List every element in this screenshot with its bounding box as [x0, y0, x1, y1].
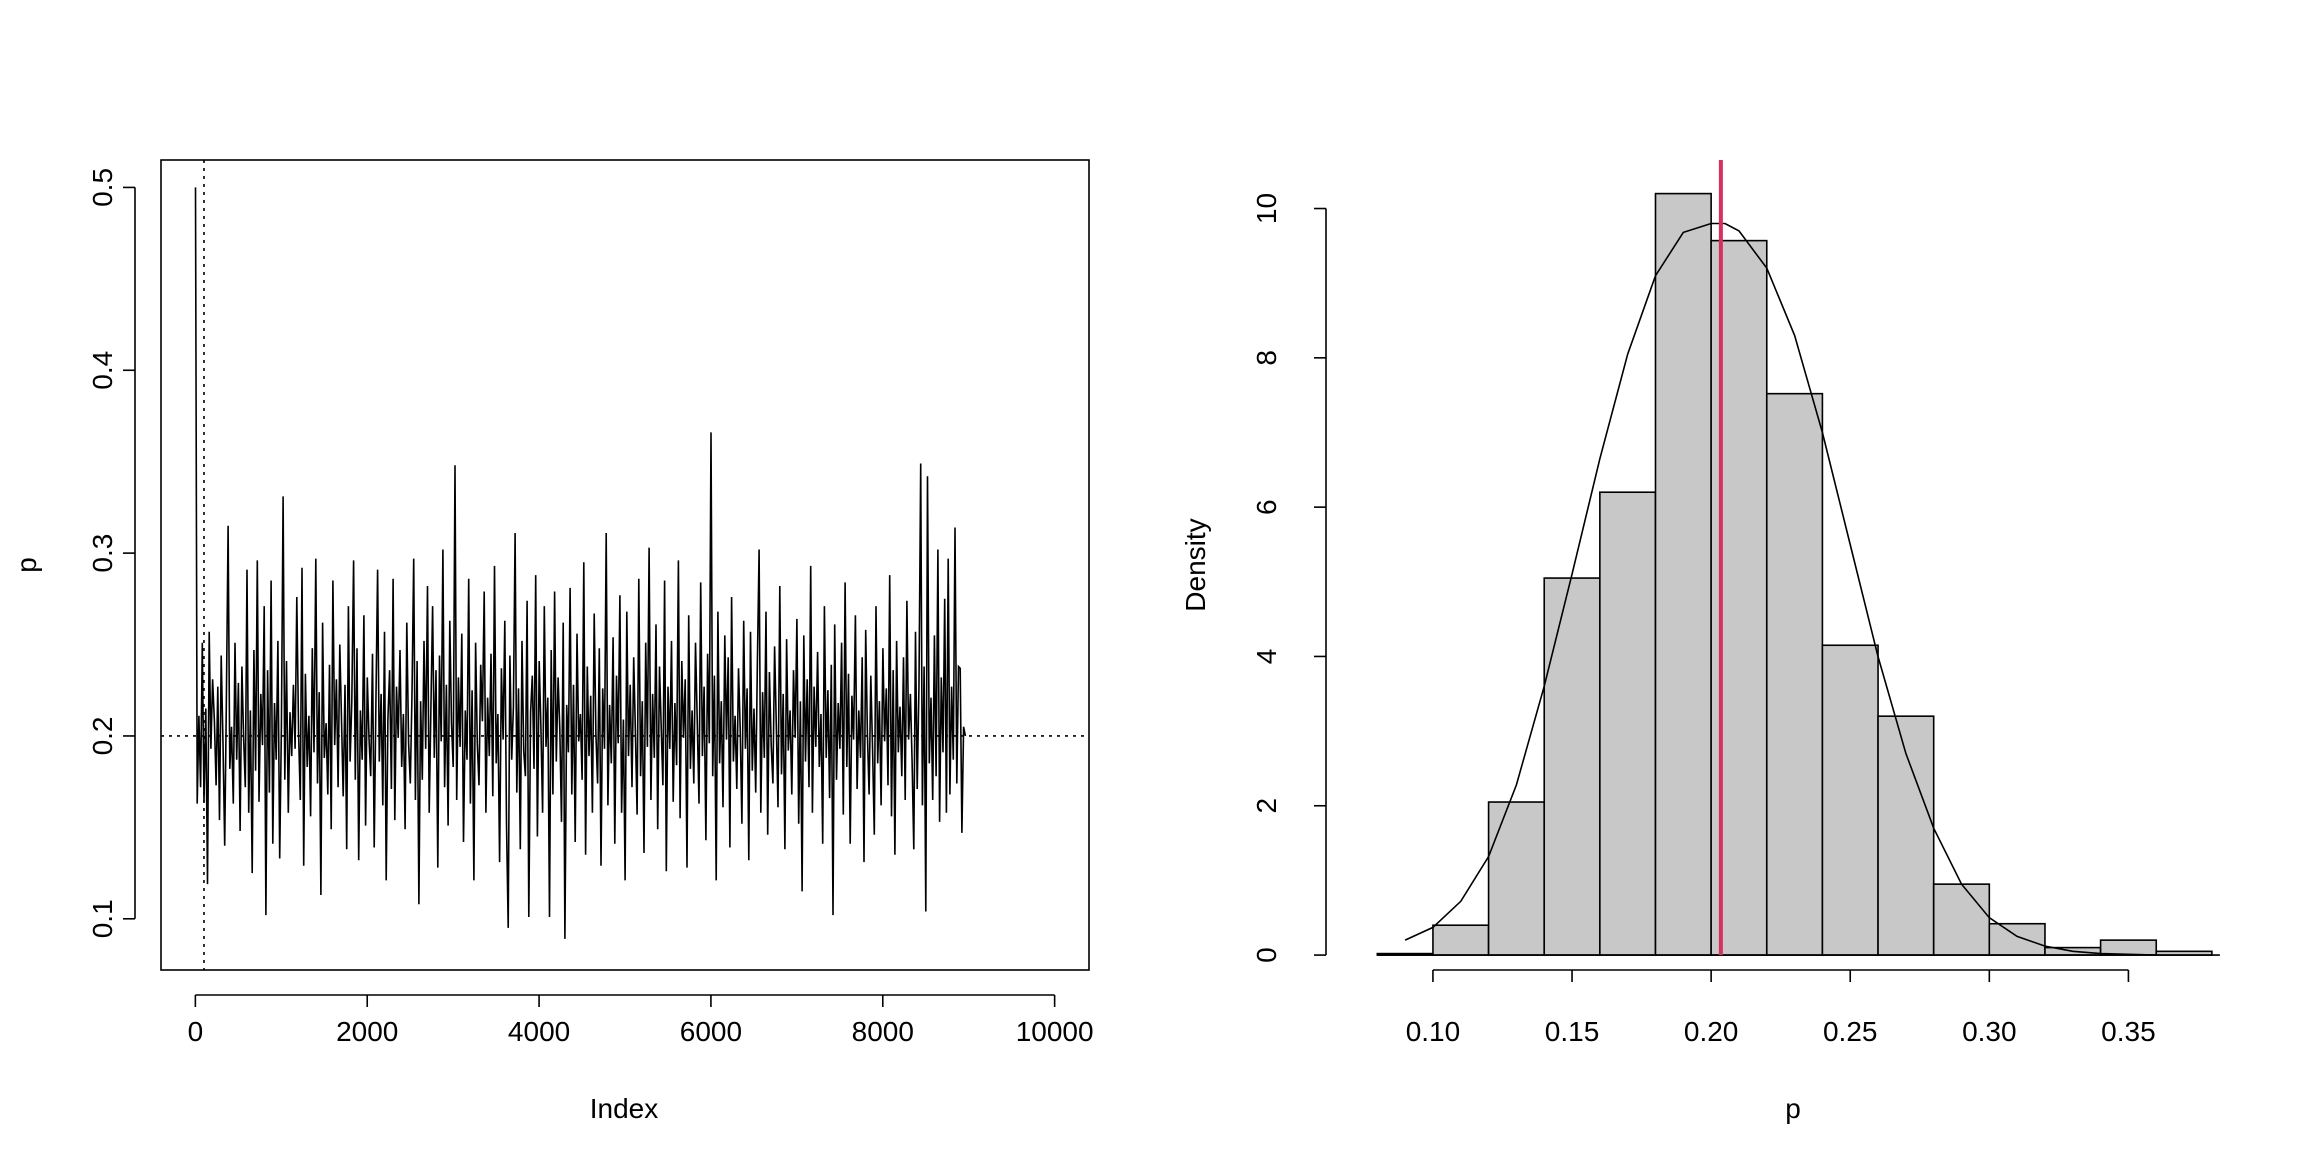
histogram-x-axis: 0.10 0.15 0.20 0.25 0.30 0.35: [1406, 969, 2156, 1047]
histogram-x-tick-label: 0.10: [1406, 1016, 1461, 1047]
trace-x-tick-label: 0: [188, 1016, 204, 1047]
histogram-bar: [1765, 392, 1824, 956]
trace-y-tick-label: 0.3: [87, 534, 118, 573]
histogram-bar: [1432, 924, 1490, 956]
histogram-y-tick-label: 6: [1251, 499, 1282, 515]
trace-x-tick-label: 8000: [852, 1016, 914, 1047]
histogram-bar: [1877, 715, 1935, 956]
trace-x-axis: 0 2000 4000 6000 8000 10000: [188, 994, 1094, 1047]
histogram-y-axis-label: Density: [1180, 518, 1211, 611]
trace-x-tick-label: 6000: [680, 1016, 742, 1047]
histogram-bar: [1599, 491, 1657, 956]
histogram-x-tick-label: 0.30: [1962, 1016, 2017, 1047]
trace-x-tick-label: 4000: [508, 1016, 570, 1047]
trace-y-axis-label: p: [11, 557, 42, 573]
histogram-x-tick-label: 0.25: [1823, 1016, 1878, 1047]
histogram-bars: [1376, 192, 2213, 956]
histogram-x-tick-label: 0.35: [2101, 1016, 2156, 1047]
trace-plot-frame: [160, 159, 1090, 971]
histogram-y-tick-label: 4: [1251, 649, 1282, 665]
histogram-bar: [1654, 192, 1712, 956]
trace-y-tick-label: 0.5: [87, 168, 118, 207]
histogram-y-tick-label: 10: [1251, 193, 1282, 224]
trace-x-tick-label: 2000: [336, 1016, 398, 1047]
trace-plot: 0 2000 4000 6000 8000 10000 0.1 0.2 0.3 0.4 0.5 I…: [11, 159, 1094, 1124]
histogram-y-tick-label: 8: [1251, 350, 1282, 366]
trace-y-axis: 0.1 0.2 0.3 0.4 0.5: [87, 168, 136, 938]
density-curve: [1404, 222, 2157, 956]
trace-y-tick-label: 0.2: [87, 716, 118, 755]
histogram-bar: [1487, 801, 1546, 956]
histogram-bar: [1821, 644, 1879, 956]
histogram-x-tick-label: 0.15: [1545, 1016, 1600, 1047]
trace-y-tick-label: 0.4: [87, 351, 118, 390]
histogram-x-axis-label: p: [1785, 1093, 1801, 1124]
histogram-y-tick-label: 2: [1251, 798, 1282, 814]
histogram-y-axis: 0 2 4 6 8 10: [1251, 193, 1327, 963]
trace-series-line: [194, 187, 967, 939]
histogram-bar: [1543, 577, 1601, 956]
histogram-x-tick-label: 0.20: [1684, 1016, 1739, 1047]
histogram-bar: [2099, 939, 2158, 956]
trace-x-axis-label: Index: [590, 1093, 659, 1124]
trace-y-tick-label: 0.1: [87, 899, 118, 938]
histogram-plot: 0.10 0.15 0.20 0.25 0.30 0.35 0 2 4 6 8 10 p Densi…: [1180, 160, 2220, 1124]
histogram-bar: [1988, 922, 2046, 956]
trace-reference-lines: [161, 160, 1089, 970]
histogram-y-tick-label: 0: [1251, 947, 1282, 963]
trace-x-tick-label: 10000: [1016, 1016, 1094, 1047]
histogram-bar: [1932, 883, 1991, 956]
